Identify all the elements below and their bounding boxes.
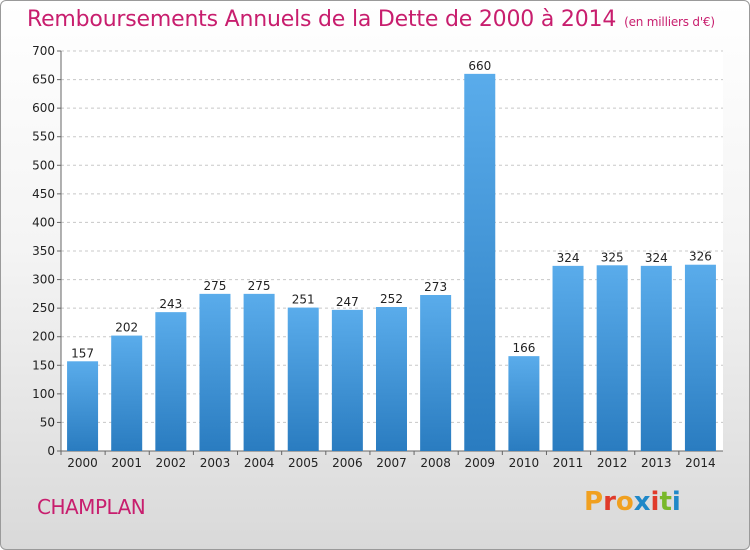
y-tick-label: 50 (40, 415, 55, 429)
data-label-2006: 247 (336, 295, 359, 309)
y-tick-label: 350 (32, 244, 55, 258)
x-tick-label-2002: 2002 (156, 456, 187, 470)
bar-2007 (376, 307, 407, 451)
x-tick-label-2001: 2001 (111, 456, 142, 470)
y-tick-label: 650 (32, 73, 55, 87)
y-tick-label: 100 (32, 387, 55, 401)
logo-letter: r (603, 487, 616, 517)
logo-letter: P (584, 487, 604, 517)
y-tick-label: 300 (32, 273, 55, 287)
data-label-2004: 275 (248, 279, 271, 293)
x-tick-label-2013: 2013 (641, 456, 672, 470)
bar-2008 (420, 295, 452, 451)
data-label-2005: 251 (292, 293, 315, 307)
chart-title: Remboursements Annuels de la Dette de 20… (27, 7, 715, 32)
data-label-2013: 324 (645, 251, 668, 265)
bar-2001 (111, 335, 143, 451)
x-tick-label-2003: 2003 (200, 456, 231, 470)
commune-name: CHAMPLAN (37, 495, 146, 519)
data-label-2014: 326 (689, 250, 712, 264)
logo-letter: o (615, 487, 634, 517)
y-tick-label: 200 (32, 330, 55, 344)
y-tick-label: 600 (32, 101, 55, 115)
x-tick-label-2000: 2000 (67, 456, 98, 470)
x-tick-label-2008: 2008 (420, 456, 451, 470)
bar-2000 (67, 361, 99, 451)
data-label-2008: 273 (424, 280, 447, 294)
data-label-2012: 325 (601, 250, 624, 264)
x-tick-label-2004: 2004 (244, 456, 275, 470)
x-tick-label-2010: 2010 (509, 456, 540, 470)
data-label-2000: 157 (71, 346, 94, 360)
y-tick-label: 700 (32, 44, 55, 58)
y-tick-label: 550 (32, 130, 55, 144)
data-label-2009: 660 (468, 59, 491, 73)
x-tick-label-2009: 2009 (464, 456, 495, 470)
x-tick-label-2011: 2011 (553, 456, 584, 470)
logo-letter: i (671, 487, 681, 517)
data-label-2001: 202 (115, 321, 138, 335)
chart-title-text: Remboursements Annuels de la Dette de 20… (27, 7, 617, 32)
x-tick-label-2007: 2007 (376, 456, 407, 470)
bar-2005 (287, 307, 319, 451)
bar-2006 (331, 309, 363, 451)
y-tick-label: 500 (32, 158, 55, 172)
bar-2010 (508, 356, 540, 451)
data-label-2010: 166 (512, 341, 535, 355)
data-label-2002: 243 (159, 297, 182, 311)
logo-letter: x (633, 487, 651, 517)
x-tick-label-2006: 2006 (332, 456, 363, 470)
y-tick-label: 0 (47, 444, 55, 458)
y-tick-label: 250 (32, 301, 55, 315)
y-tick-label: 150 (32, 358, 55, 372)
x-tick-label-2005: 2005 (288, 456, 319, 470)
bar-2004 (243, 293, 275, 451)
bar-2003 (199, 293, 231, 451)
data-label-2011: 324 (557, 251, 580, 265)
chart-unit: (en milliers d'€) (624, 15, 715, 29)
logo-letter: t (659, 487, 672, 517)
bar-2011 (552, 265, 584, 451)
data-label-2003: 275 (204, 279, 227, 293)
y-tick-label: 400 (32, 215, 55, 229)
bar-2009 (464, 73, 496, 451)
bar-2013 (640, 265, 672, 451)
bar-2014 (684, 264, 716, 451)
x-tick-label-2012: 2012 (597, 456, 628, 470)
bar-2012 (596, 265, 628, 451)
proxiti-logo: Proxiti (584, 487, 681, 517)
y-tick-label: 450 (32, 187, 55, 201)
data-label-2007: 252 (380, 292, 403, 306)
bar-2002 (155, 312, 187, 451)
x-tick-label-2014: 2014 (685, 456, 716, 470)
logo-letter: i (650, 487, 660, 517)
